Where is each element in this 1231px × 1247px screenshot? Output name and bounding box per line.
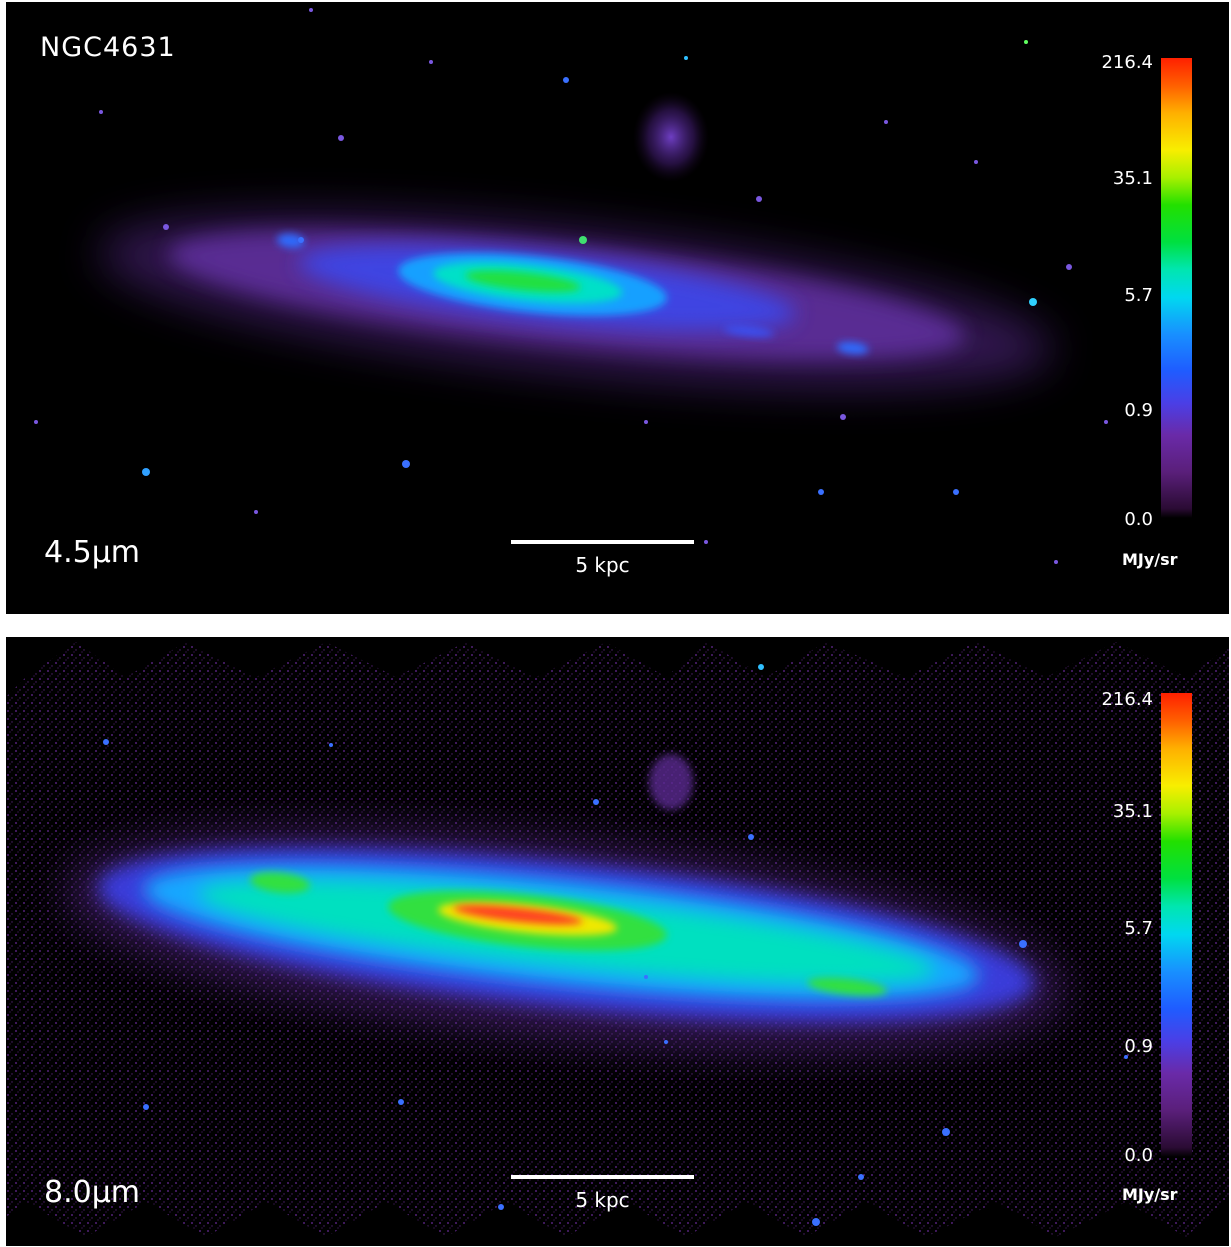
colorbar-unit: MJy/sr xyxy=(1122,550,1178,569)
colorbar-tick: 5.7 xyxy=(1124,285,1153,306)
colorbar-unit: MJy/sr xyxy=(1122,1185,1178,1204)
colorbar-tick: 0.0 xyxy=(1124,509,1153,530)
colorbar-tick: 216.4 xyxy=(1101,689,1153,710)
colorbar xyxy=(1161,58,1192,518)
image-panel-4-5um: NGC4631 4.5μm 5 kpc 216.4 35.1 5.7 0.9 0… xyxy=(6,2,1229,614)
colorbar-tick: 35.1 xyxy=(1112,168,1153,189)
galaxy-disk xyxy=(98,213,1054,389)
colorbar-tick: 0.9 xyxy=(1124,1036,1153,1057)
colorbar-tick: 216.4 xyxy=(1101,52,1153,73)
galaxy-image-4-5um xyxy=(34,8,1108,564)
scale-bar-label: 5 kpc xyxy=(575,553,630,577)
companion-galaxy xyxy=(633,92,709,182)
scale-bar xyxy=(511,1175,694,1179)
image-panel-8-0um: 8.0μm 5 kpc 216.4 35.1 5.7 0.9 0.0 MJy/s… xyxy=(6,637,1229,1246)
galaxy-image-8-0um xyxy=(6,642,1229,1237)
colorbar-tick: 35.1 xyxy=(1112,801,1153,822)
band-label: 4.5μm xyxy=(44,535,141,570)
galaxy-disk xyxy=(68,831,1063,1048)
band-label: 8.0μm xyxy=(44,1175,141,1210)
colorbar xyxy=(1161,693,1192,1157)
colorbar-tick: 0.0 xyxy=(1124,1145,1153,1166)
field-stars xyxy=(34,8,1108,564)
scale-bar-label: 5 kpc xyxy=(575,1188,630,1212)
colorbar-tick: 5.7 xyxy=(1124,918,1153,939)
field-stars xyxy=(103,664,1128,1226)
object-name-label: NGC4631 xyxy=(40,32,176,63)
colorbar-tick: 0.9 xyxy=(1124,400,1153,421)
scale-bar xyxy=(511,540,694,544)
